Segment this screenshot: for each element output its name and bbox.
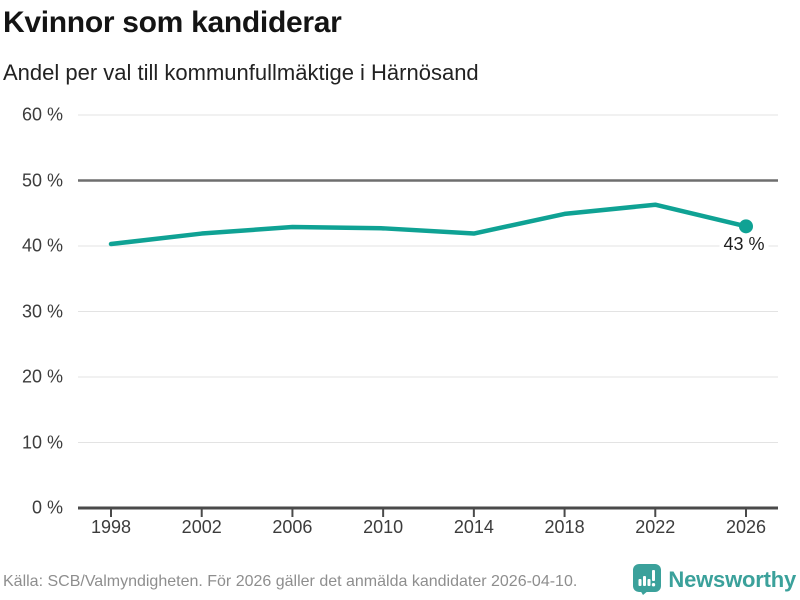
x-axis-label: 2018: [544, 517, 585, 537]
logo-bar-chart: [638, 570, 656, 587]
newsworthy-wordmark: Newsworthy: [668, 566, 796, 592]
x-axis: 1998 2002 2006 2010 2014 2018 2022 2026: [0, 517, 800, 541]
y-axis-label: 20 %: [21, 366, 63, 387]
y-axis: 0 % 10 % 20 % 30 % 40 % 50 % 60 %: [0, 0, 63, 600]
newsworthy-logo[interactable]: Newsworthy: [633, 564, 796, 595]
x-axis-label: 2026: [725, 517, 767, 537]
series-line: [108, 202, 749, 247]
footer: Källa: SCB/Valmyndigheten. För 2026 gäll…: [0, 562, 800, 600]
x-axis-label: 2006: [272, 517, 313, 537]
y-axis-label: 60 %: [21, 104, 63, 125]
x-axis-label: 2022: [635, 517, 676, 537]
end-point-dot: [739, 219, 753, 234]
x-axis-label: 1998: [90, 517, 132, 537]
y-axis-label: 50 %: [21, 170, 63, 190]
newsworthy-logo-icon: [633, 564, 662, 595]
y-axis-label: 30 %: [21, 301, 63, 321]
chart-title: Kvinnor som kandiderar: [3, 6, 342, 39]
y-axis-label: 40 %: [21, 235, 63, 256]
end-value-label: 43 %: [719, 234, 769, 256]
y-axis-label: 0 %: [31, 497, 63, 518]
y-axis-label: 10 %: [21, 432, 63, 452]
source-note: Källa: SCB/Valmyndigheten. För 2026 gäll…: [3, 573, 578, 590]
x-axis-label: 2010: [363, 517, 404, 537]
x-axis-label: 2014: [453, 517, 494, 537]
x-axis-label: 2002: [181, 517, 222, 537]
chart-subtitle: Andel per val till kommunfullmäktige i H…: [3, 60, 479, 85]
